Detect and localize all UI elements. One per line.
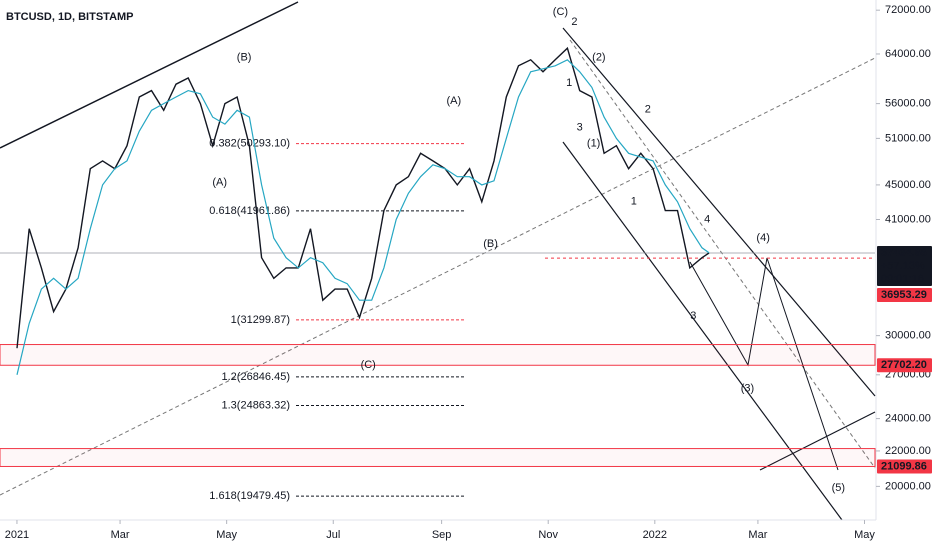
x-tick-label: Nov xyxy=(538,529,558,541)
price-tag xyxy=(877,358,932,373)
x-tick-label: Jul xyxy=(326,529,340,541)
wave-label: (B) xyxy=(483,238,498,250)
price-tag-label: 21099.86 xyxy=(881,460,927,472)
wave-label: (1) xyxy=(587,137,600,149)
price-tag-label: 27702.20 xyxy=(881,359,927,371)
price-tag xyxy=(877,288,932,303)
chart-title: BTCUSD, 1D, BITSTAMP xyxy=(6,11,134,23)
price-tag xyxy=(877,459,932,474)
trend-line xyxy=(0,1,299,149)
wave-label: (3) xyxy=(741,383,754,395)
zone xyxy=(0,344,876,366)
wave-label: 3 xyxy=(690,310,696,322)
price-tag-line: 09:01:16 xyxy=(881,273,924,285)
wave-label: (C) xyxy=(361,359,376,371)
x-tick-label: Sep xyxy=(432,529,452,541)
fib-label: 1.3(24863.32) xyxy=(222,399,291,411)
price-tag-line: +57.13% xyxy=(881,260,925,272)
wave-label: (2) xyxy=(592,51,605,63)
wave-label: (A) xyxy=(447,95,462,107)
wave-label: (B) xyxy=(237,51,252,63)
y-tick-label: 20000.00 xyxy=(885,480,931,492)
y-tick-label: 51000.00 xyxy=(885,132,931,144)
x-tick-label: Mar xyxy=(748,529,767,541)
fib-label: 1(31299.87) xyxy=(231,314,290,326)
trend-line xyxy=(0,57,876,496)
price-tag xyxy=(877,246,932,287)
y-tick-label: 24000.00 xyxy=(885,412,931,424)
wave-path xyxy=(689,257,839,471)
wave-label: (5) xyxy=(832,482,845,494)
channel-line xyxy=(562,27,876,397)
wave-label: 3 xyxy=(577,122,583,134)
fib-label: 0.618(41961.86) xyxy=(209,205,290,217)
wave-label: (4) xyxy=(756,232,769,244)
fib-label: 1.618(19479.45) xyxy=(209,490,290,502)
y-tick-label: 41000.00 xyxy=(885,213,931,225)
price-line-series xyxy=(16,46,710,349)
trend-line xyxy=(569,39,876,469)
wave-label: (C) xyxy=(553,6,568,18)
price-tag-label: 37464.66 xyxy=(881,247,927,259)
drawings xyxy=(0,0,877,521)
x-tick-label: May xyxy=(216,529,237,541)
y-tick-label: 64000.00 xyxy=(885,48,931,60)
channel-line xyxy=(562,141,843,521)
wave-label: 4 xyxy=(704,213,710,225)
wave-label: 1 xyxy=(566,77,572,89)
wave-label: 2 xyxy=(571,16,577,28)
y-tick-label: 45000.00 xyxy=(885,179,931,191)
y-tick-label: 72000.00 xyxy=(885,4,931,16)
y-tick-label: 22000.00 xyxy=(885,445,931,457)
zone xyxy=(0,448,876,467)
moving-average xyxy=(16,59,710,375)
wave-label: 2 xyxy=(645,104,651,116)
x-tick-label: May xyxy=(854,529,875,541)
channel-line xyxy=(759,411,876,471)
wave-label: (A) xyxy=(212,176,227,188)
x-tick-label: 2021 xyxy=(5,529,29,541)
fib-label: 1.2(26846.45) xyxy=(222,371,291,383)
fib-label: 0.382(50293.10) xyxy=(209,137,290,149)
y-tick-label: 56000.00 xyxy=(885,98,931,110)
y-tick-label: 30000.00 xyxy=(885,330,931,342)
x-tick-label: Mar xyxy=(111,529,130,541)
price-tag-label: 36953.29 xyxy=(881,289,927,301)
wave-label: 1 xyxy=(631,196,637,208)
x-tick-label: 2022 xyxy=(643,529,667,541)
